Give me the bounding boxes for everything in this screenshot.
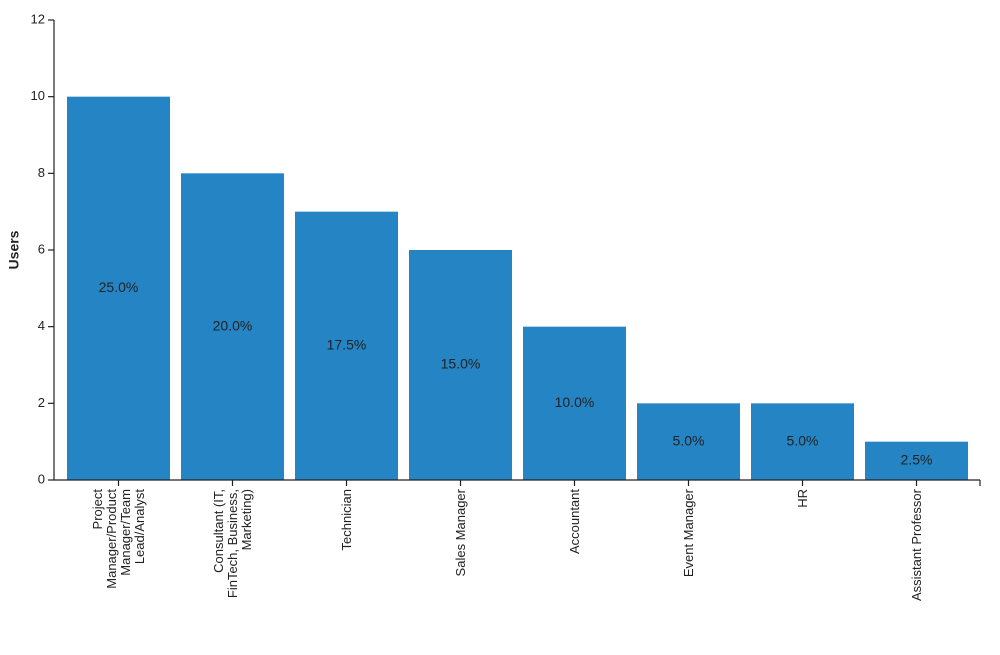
x-tick-label: Consultant (IT,FinTech, Business,Marketi… bbox=[211, 489, 254, 598]
x-axis: ProjectManager/ProductManager/TeamLead/A… bbox=[54, 479, 981, 601]
x-tick-label-line: Assistant Professor bbox=[909, 488, 924, 601]
data-labels-layer: 25.0% 20.0% 17.5% 15.0% 10.0% 5.0% 5.0% 2.5% bbox=[99, 279, 933, 468]
data-label: 17.5% bbox=[327, 337, 367, 353]
bar bbox=[523, 326, 626, 480]
x-tick-label-line: Event Manager bbox=[681, 488, 696, 577]
x-tick-label-line: Consultant (IT, bbox=[211, 489, 226, 573]
y-tick-label: 0 bbox=[38, 471, 45, 486]
data-label: 10.0% bbox=[555, 394, 595, 410]
data-label: 20.0% bbox=[213, 317, 253, 333]
x-tick-label: Sales Manager bbox=[453, 488, 468, 576]
data-label: 5.0% bbox=[673, 432, 705, 448]
x-tick-label: ProjectManager/ProductManager/TeamLead/A… bbox=[90, 489, 147, 589]
bar bbox=[637, 403, 740, 480]
x-tick-label-line: Technician bbox=[339, 489, 354, 550]
bar bbox=[181, 173, 284, 481]
y-tick-label: 4 bbox=[38, 318, 45, 333]
x-tick-label: Technician bbox=[339, 489, 354, 550]
bars-layer bbox=[67, 96, 968, 481]
x-tick-label-line: Manager/Team bbox=[118, 489, 133, 576]
y-tick-label: 10 bbox=[31, 88, 45, 103]
y-tick-label: 12 bbox=[31, 11, 45, 26]
x-tick-label-line: Accountant bbox=[567, 489, 582, 554]
x-tick-label: HR bbox=[795, 489, 810, 508]
data-label: 5.0% bbox=[787, 432, 819, 448]
data-label: 25.0% bbox=[99, 279, 139, 295]
x-tick-label-line: Sales Manager bbox=[453, 488, 468, 576]
x-tick-label: Event Manager bbox=[681, 488, 696, 577]
y-tick-label: 8 bbox=[38, 165, 45, 180]
x-tick-label-line: Marketing) bbox=[239, 489, 254, 550]
bar bbox=[865, 441, 968, 480]
x-tick-label-line: Manager/Product bbox=[104, 489, 119, 589]
x-tick-label: Assistant Professor bbox=[909, 488, 924, 601]
bar bbox=[409, 250, 512, 480]
x-tick-label-line: FinTech, Business, bbox=[225, 489, 240, 598]
y-tick-label: 2 bbox=[38, 395, 45, 410]
x-tick-label-line: Project bbox=[90, 489, 105, 530]
y-axis: 0 2 4 6 8 10 12 bbox=[31, 11, 55, 486]
data-label: 2.5% bbox=[901, 452, 933, 468]
x-tick-label: Accountant bbox=[567, 489, 582, 554]
x-tick-label-line: Lead/Analyst bbox=[132, 489, 147, 565]
bar bbox=[751, 403, 854, 480]
data-label: 15.0% bbox=[441, 356, 481, 372]
y-tick-label: 6 bbox=[38, 241, 45, 256]
bar bbox=[295, 211, 398, 480]
x-tick-label-line: HR bbox=[795, 489, 810, 508]
y-axis-title: Users bbox=[6, 230, 22, 269]
bar bbox=[67, 96, 170, 481]
